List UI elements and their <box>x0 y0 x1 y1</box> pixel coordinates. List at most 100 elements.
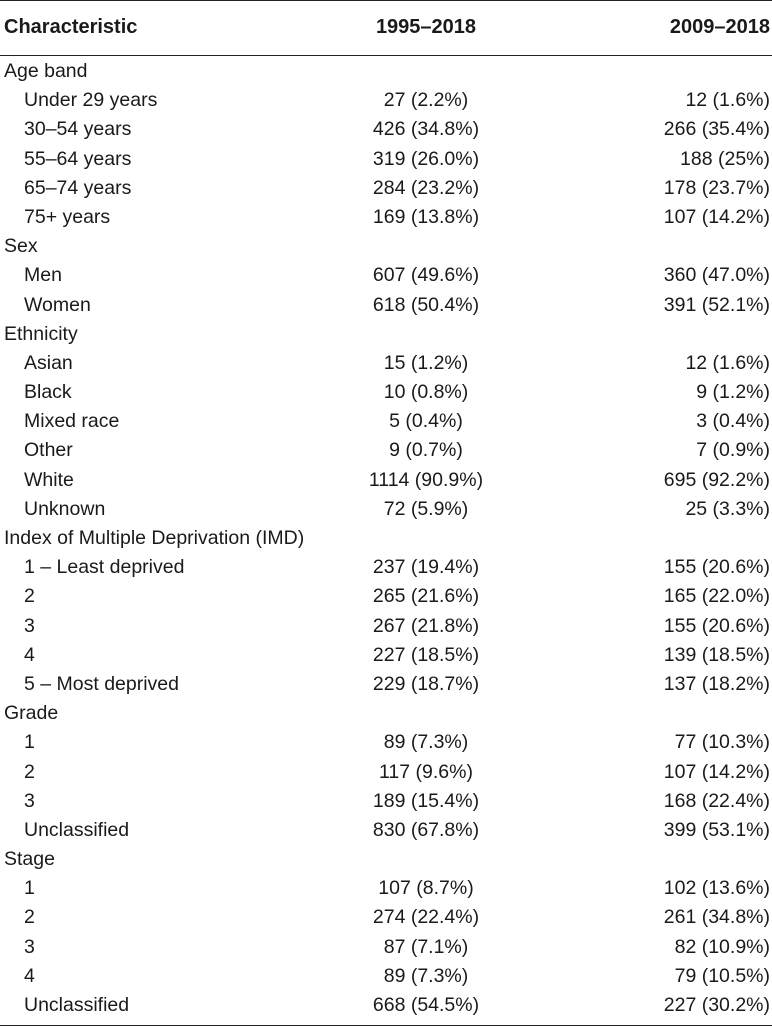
table-row: 55–64 years 319 (26.0%) 188 (25%) <box>0 145 772 174</box>
value-1995-2018: 237 (19.4%) <box>372 556 480 579</box>
value-2009-2018: 25 (3.3%) <box>685 497 770 520</box>
row-label: 2 <box>24 760 35 783</box>
row-label: 3 <box>24 614 35 637</box>
table-row: Black 10 (0.8%) 9 (1.2%) <box>0 378 772 407</box>
section-title: Ethnicity <box>4 322 78 345</box>
value-1995-2018: 618 (50.4%) <box>372 293 480 316</box>
header-period-2009-2018: 2009–2018 <box>669 16 770 38</box>
section-header-row: Ethnicity <box>0 320 772 349</box>
value-1995-2018: 227 (18.5%) <box>372 643 480 666</box>
value-2009-2018: 77 (10.3%) <box>674 731 770 754</box>
section-title: Grade <box>4 702 59 725</box>
table-row: 1 – Least deprived 237 (19.4%) 155 (20.6%) <box>0 553 772 582</box>
table-row: White 1114 (90.9%) 695 (92.2%) <box>0 466 772 495</box>
table-row: 4 227 (18.5%) 139 (18.5%) <box>0 641 772 670</box>
table-row: 65–74 years 284 (23.2%) 178 (23.7%) <box>0 174 772 203</box>
value-2009-2018: 102 (13.6%) <box>663 877 770 900</box>
table-row: 30–54 years 426 (34.8%) 266 (35.4%) <box>0 115 772 144</box>
row-label: Black <box>24 381 72 404</box>
section-title: Sex <box>4 235 38 258</box>
value-1995-2018: 274 (22.4%) <box>372 906 480 929</box>
value-1995-2018: 265 (21.6%) <box>372 585 480 608</box>
table-row: Unknown 72 (5.9%) 25 (3.3%) <box>0 495 772 524</box>
row-label: 3 <box>24 935 35 958</box>
value-2009-2018: 107 (14.2%) <box>663 760 770 783</box>
value-2009-2018: 266 (35.4%) <box>663 118 770 141</box>
row-label: Under 29 years <box>24 89 158 112</box>
table-row: 5 – Most deprived 229 (18.7%) 137 (18.2%) <box>0 670 772 699</box>
row-label: Unknown <box>24 497 106 520</box>
value-2009-2018: 82 (10.9%) <box>674 935 770 958</box>
row-label: Women <box>24 293 91 316</box>
value-2009-2018: 79 (10.5%) <box>674 964 770 987</box>
row-label: 4 <box>24 964 35 987</box>
table-row: Mixed race 5 (0.4%) 3 (0.4%) <box>0 407 772 436</box>
row-label: 5 – Most deprived <box>24 672 180 695</box>
table-row: Under 29 years 27 (2.2%) 12 (1.6%) <box>0 86 772 115</box>
value-1995-2018: 830 (67.8%) <box>372 818 480 841</box>
table-row: 75+ years 169 (13.8%) 107 (14.2%) <box>0 203 772 232</box>
table-row: 3 189 (15.4%) 168 (22.4%) <box>0 787 772 816</box>
table-row: Women 618 (50.4%) 391 (52.1%) <box>0 291 772 320</box>
table-row: 4 89 (7.3%) 79 (10.5%) <box>0 962 772 991</box>
section-title: Age band <box>4 60 88 82</box>
value-1995-2018: 5 (0.4%) <box>389 410 463 433</box>
value-1995-2018: 267 (21.8%) <box>372 614 480 637</box>
value-2009-2018: 391 (52.1%) <box>663 293 770 316</box>
row-label: 65–74 years <box>24 176 132 199</box>
row-label: Mixed race <box>24 410 120 433</box>
value-1995-2018: 87 (7.1%) <box>383 935 469 958</box>
row-label: Men <box>24 264 62 287</box>
section-header-row: Index of Multiple Deprivation (IMD) <box>0 524 772 553</box>
value-2009-2018: 12 (1.6%) <box>685 351 770 374</box>
table-row: 2 274 (22.4%) 261 (34.8%) <box>0 903 772 932</box>
table-row: 1 89 (7.3%) 77 (10.3%) <box>0 728 772 757</box>
table-header-row: Characteristic 1995–2018 2009–2018 <box>0 0 772 55</box>
table-row: 2 117 (9.6%) 107 (14.2%) <box>0 758 772 787</box>
value-1995-2018: 229 (18.7%) <box>372 672 480 695</box>
row-label: Unclassified <box>24 818 130 841</box>
value-2009-2018: 360 (47.0%) <box>663 264 770 287</box>
value-2009-2018: 178 (23.7%) <box>663 176 770 199</box>
value-2009-2018: 695 (92.2%) <box>663 468 770 491</box>
table-row: 2 265 (21.6%) 165 (22.0%) <box>0 582 772 611</box>
table-row: 1 107 (8.7%) 102 (13.6%) <box>0 874 772 903</box>
table-header-rule <box>0 55 772 56</box>
value-1995-2018: 15 (1.2%) <box>383 351 469 374</box>
value-1995-2018: 89 (7.3%) <box>383 964 469 987</box>
value-2009-2018: 227 (30.2%) <box>663 994 770 1016</box>
value-2009-2018: 261 (34.8%) <box>663 906 770 929</box>
value-1995-2018: 169 (13.8%) <box>372 205 480 228</box>
row-label: 3 <box>24 789 35 812</box>
value-2009-2018: 155 (20.6%) <box>663 556 770 579</box>
section-header-row: Age band <box>0 57 772 86</box>
table-row: 3 87 (7.1%) 82 (10.9%) <box>0 933 772 962</box>
section-title: Index of Multiple Deprivation (IMD) <box>4 527 305 549</box>
value-1995-2018: 27 (2.2%) <box>383 89 469 112</box>
section-title: Stage <box>4 848 55 871</box>
value-1995-2018: 668 (54.5%) <box>372 994 480 1016</box>
row-label: 55–64 years <box>24 147 132 170</box>
value-1995-2018: 107 (8.7%) <box>378 877 474 900</box>
row-label: 2 <box>24 585 35 608</box>
value-1995-2018: 319 (26.0%) <box>372 147 480 170</box>
value-2009-2018: 137 (18.2%) <box>663 672 770 695</box>
row-label: Other <box>24 439 73 462</box>
row-label: 1 <box>24 877 35 900</box>
table-row: Other 9 (0.7%) 7 (0.9%) <box>0 436 772 465</box>
section-header-row: Grade <box>0 699 772 728</box>
table-top-rule <box>0 0 772 1</box>
row-label: 2 <box>24 906 35 929</box>
section-header-row: Sex <box>0 232 772 261</box>
value-1995-2018: 89 (7.3%) <box>383 731 469 754</box>
row-label: 4 <box>24 643 35 666</box>
value-2009-2018: 188 (25%) <box>680 147 770 170</box>
row-label: 1 <box>24 731 35 754</box>
row-label: 30–54 years <box>24 118 132 141</box>
value-1995-2018: 1114 (90.9%) <box>368 468 484 491</box>
value-2009-2018: 7 (0.9%) <box>696 439 770 462</box>
section-header-row: Stage <box>0 845 772 874</box>
value-1995-2018: 10 (0.8%) <box>383 381 469 404</box>
row-label: 75+ years <box>24 205 111 228</box>
